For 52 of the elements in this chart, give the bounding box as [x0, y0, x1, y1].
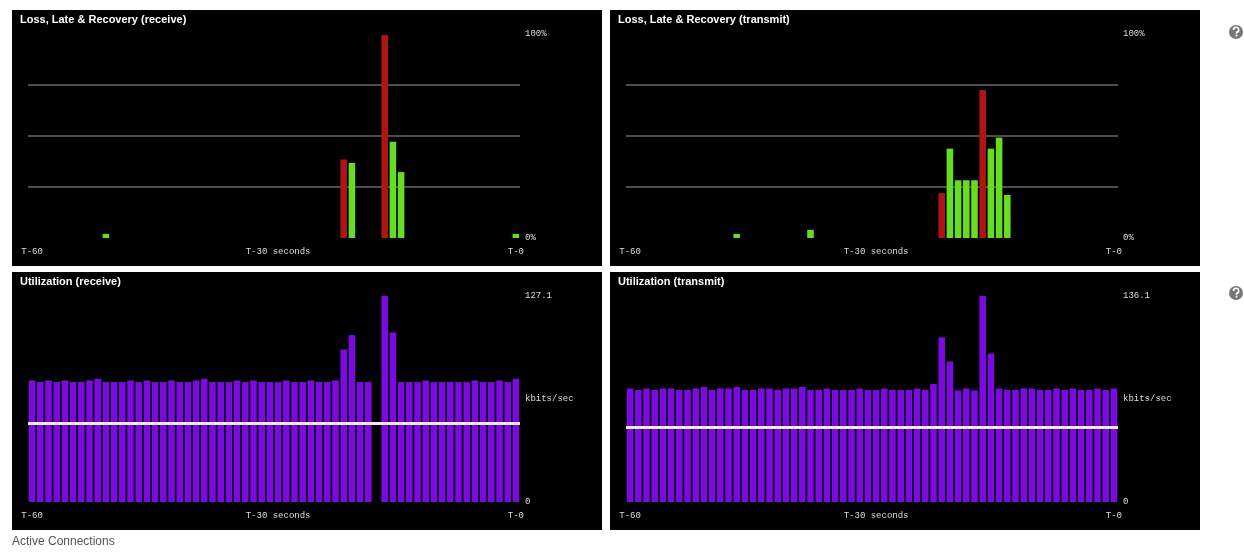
bar	[979, 90, 986, 238]
x-tick-label: T-0	[1105, 247, 1122, 257]
bar	[1004, 194, 1011, 238]
bar	[946, 148, 954, 238]
bar	[381, 296, 388, 502]
x-tick-label: T-30 seconds	[245, 247, 311, 257]
bar	[348, 335, 356, 502]
chart-title: Utilization (receive)	[20, 275, 122, 287]
x-tick-label: T-30 seconds	[245, 511, 311, 521]
chart-title: Utilization (transmit)	[618, 275, 725, 287]
y-tick-label: 0	[1123, 497, 1129, 508]
text: Active Connections	[12, 534, 115, 548]
x-tick-label: T-60	[619, 247, 641, 257]
bar	[471, 380, 479, 502]
bar	[143, 380, 151, 502]
y-tick-label: 100%	[525, 29, 548, 40]
y-tick-label: 0%	[1123, 233, 1135, 244]
bar	[397, 172, 405, 238]
y-tick-label: 136.1	[1123, 291, 1151, 302]
y-tick-label: 127.1	[525, 291, 553, 302]
y-tick-label: 0	[525, 497, 531, 508]
x-tick-label: T-60	[21, 247, 43, 257]
bar	[987, 148, 995, 238]
bar	[307, 380, 315, 502]
bar	[995, 137, 1003, 238]
bar	[807, 229, 814, 238]
x-tick-label: T-0	[1105, 511, 1122, 521]
bar	[389, 332, 397, 502]
x-tick-label: T-60	[21, 511, 43, 521]
x-tick-label: T-0	[507, 511, 524, 521]
bar	[192, 380, 200, 502]
x-tick-label: T-30 seconds	[843, 247, 909, 257]
bar	[381, 35, 388, 238]
bar	[938, 193, 945, 238]
bar	[954, 180, 962, 238]
chart-title: Loss, Late & Recovery (receive)	[20, 13, 187, 25]
bar	[389, 141, 397, 238]
bar	[28, 380, 36, 502]
bar	[233, 380, 241, 502]
y-axis-title: kbits/sec	[1123, 394, 1172, 405]
bar	[340, 159, 347, 238]
y-axis-title: kbits/sec	[525, 394, 574, 405]
x-tick-label: T-30 seconds	[843, 511, 909, 521]
bar	[348, 162, 356, 238]
x-tick-label: T-0	[507, 247, 524, 257]
y-tick-label: 0%	[525, 233, 537, 244]
bar	[733, 233, 740, 238]
y-tick-label: 100%	[1123, 29, 1146, 40]
bar	[61, 380, 69, 502]
x-tick-label: T-60	[619, 511, 641, 521]
chart-title: Loss, Late & Recovery (transmit)	[618, 13, 791, 25]
bar	[365, 382, 372, 502]
